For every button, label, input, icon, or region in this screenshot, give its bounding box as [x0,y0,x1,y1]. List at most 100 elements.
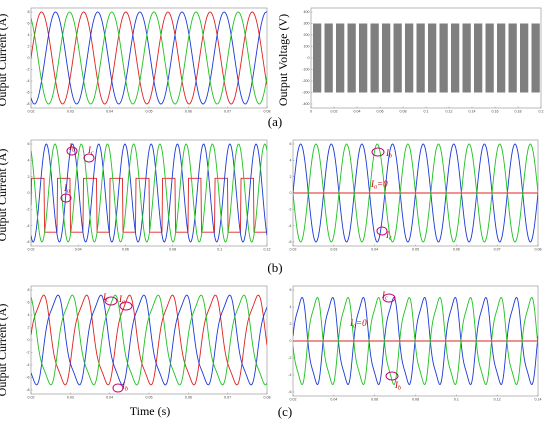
series-line-ic [31,143,267,243]
y-tick-label: 2 [28,175,30,179]
y-tick-label: -2 [288,208,291,212]
x-tick-label: 0.08 [412,398,419,402]
y-tick-label: 6 [28,301,30,305]
voltage-pulse-pos [497,23,506,58]
y-tick-label: -100 [302,68,309,72]
x-tick-label: 0.03 [67,110,74,114]
plot-area [31,143,267,243]
ylabel-a-left: Output Current (A) [0,14,9,107]
annotation-label: Ia=0 [349,318,367,330]
x-tick-label: 0.06 [185,110,192,114]
y-tick-label: 200 [304,33,310,37]
voltage-pulse-pos [485,23,494,58]
series-line-ib [31,143,267,243]
series-line-ic [31,294,267,386]
x-tick-label: 0 [310,110,312,114]
voltage-pulse-neg [405,58,414,93]
series-line-ib [293,296,538,386]
x-tick-label: 0.08 [400,110,407,114]
annotation-ellipse [371,147,385,157]
series-line-ic [293,143,538,243]
voltage-pulse-pos [347,23,356,58]
x-tick-label: 0.07 [224,110,231,114]
x-tick-label: 0.06 [122,248,129,252]
annotation-label: Ic [102,292,109,304]
x-tick-label: 0.08 [264,396,271,400]
series-line-ia [31,11,267,105]
plot-area [293,143,538,243]
annotation-ellipse [119,301,133,311]
x-tick-label: 0.06 [453,248,460,252]
series-line-ic [293,296,538,386]
annotation-label: Ib [68,142,75,154]
x-tick-label: 0.14 [535,398,542,402]
x-tick-label: 0.16 [492,110,499,114]
y-tick-label: 4 [28,313,30,317]
y-tick-label: 6 [290,142,292,146]
x-tick-label: 0.04 [354,110,361,114]
x-tick-label: 0.08 [264,110,271,114]
y-tick-label: 4 [290,305,292,309]
x-tick-label: 0.12 [494,398,501,402]
x-tick-label: 0.07 [494,248,501,252]
voltage-pulse-pos [416,23,425,58]
annotation-ellipse [376,226,388,236]
plot-area [31,294,267,386]
x-tick-label: 0.04 [106,110,113,114]
x-tick-label: 0.05 [146,396,153,400]
voltage-pulse-neg [462,58,471,93]
y-tick-label: 4 [28,159,30,163]
plot-frame [30,285,268,395]
voltage-pulse-pos [451,23,460,58]
y-tick-label: -4 [26,224,29,228]
y-tick-label: -6 [288,390,291,394]
x-tick-label: 0.02 [290,398,297,402]
voltage-pulse-pos [370,23,379,58]
x-tick-label: 0.08 [535,248,542,252]
y-tick-label: 0 [308,56,310,60]
x-tick-label: 0.05 [146,110,153,114]
annotation-label: Ib [385,148,392,160]
x-tick-label: 0.02 [28,110,35,114]
plot-area [313,23,540,93]
voltage-pulse-pos [428,23,437,58]
y-tick-label: 2 [28,45,30,49]
annotation-label: Ic [385,230,392,242]
annotation-ellipse [60,193,72,203]
x-tick-label: 0.12 [446,110,453,114]
voltage-pulse-pos [336,23,345,58]
y-tick-label: 6 [290,288,292,292]
x-tick-label: 0.12 [264,248,271,252]
x-tick-label: 0.06 [377,110,384,114]
y-tick-label: -300 [302,91,309,95]
panel-c-left: 8 6 4 2 0 -2 -4 -6 -8 0.02 0.03 0.04 0.05 0.06 0.07 0.0… [26,285,271,400]
voltage-pulse-neg [497,58,506,93]
y-tick-label: 2 [290,322,292,326]
y-tick-label: 400 [304,10,310,14]
voltage-pulse-pos [462,23,471,58]
y-tick-label: 4 [290,159,292,163]
xlabel-time: Time (s) [130,404,171,418]
voltage-pulse-neg [428,58,437,93]
voltage-pulse-pos [474,23,483,58]
y-tick-label: -4 [288,224,291,228]
series-line-ic [31,11,267,105]
voltage-pulse-neg [439,58,448,93]
voltage-pulse-pos [531,23,540,58]
x-tick-label: 0.02 [331,110,338,114]
y-tick-label: -8 [26,388,29,392]
voltage-pulse-neg [347,58,356,93]
annotation-label: Ia [118,294,125,306]
y-tick-label: -6 [26,240,29,244]
y-tick-label: 0 [28,56,30,60]
y-tick-label: -200 [302,79,309,83]
x-tick-label: 0.1 [424,110,429,114]
x-tick-label: 0.08 [169,248,176,252]
voltage-pulse-neg [313,58,322,93]
ylabel-c-left: Output Current (A) [0,304,9,397]
voltage-pulse-pos [439,23,448,58]
y-tick-label: -4 [26,79,29,83]
panel-c-right: 6 4 2 0 -2 -4 -6 0.02 0.04 0.06 0.08 0.1 0.12 0.14 Ic I… [288,285,542,402]
voltage-pulse-neg [474,58,483,93]
